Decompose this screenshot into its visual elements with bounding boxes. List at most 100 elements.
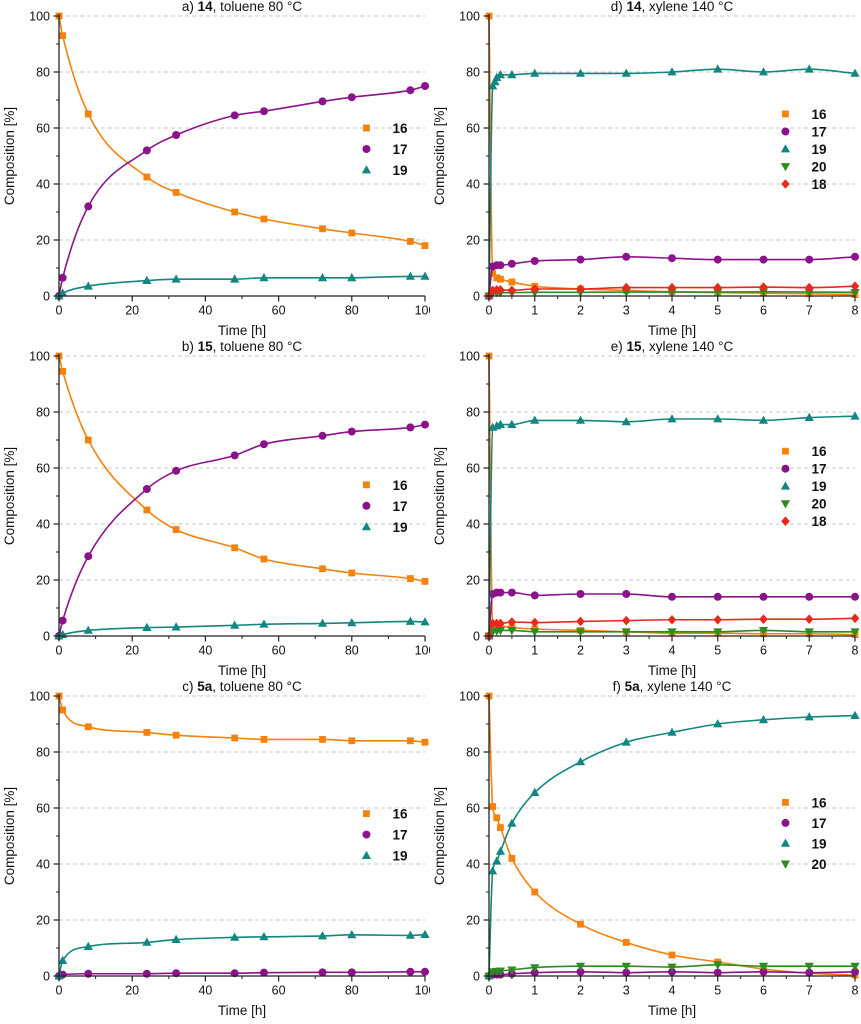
legend-label-17: 17	[392, 142, 407, 157]
y-tick-label: 0	[43, 970, 50, 984]
y-tick-label: 60	[466, 462, 480, 476]
series-20-markers	[484, 961, 860, 981]
series-19-markers	[484, 411, 860, 640]
y-tick-label: 0	[473, 970, 480, 984]
x-tick-label: 3	[623, 984, 630, 998]
y-tick-label: 20	[36, 914, 50, 928]
x-tick-label: 2	[577, 984, 584, 998]
x-tick-label: 8	[852, 644, 859, 658]
y-tick-label: 20	[466, 234, 480, 248]
legend-label-19: 19	[811, 479, 826, 494]
x-tick-label: 0	[486, 304, 493, 318]
legend: 16 17 19	[361, 121, 408, 178]
y-tick-label: 100	[459, 10, 480, 24]
y-axis-label: Composition [%]	[432, 107, 447, 205]
y-axis-label: Composition [%]	[2, 447, 17, 545]
series-17-line	[58, 423, 426, 637]
gridlines	[59, 15, 425, 241]
x-tick-label: 100	[415, 304, 430, 318]
x-axis-label: Time [h]	[218, 1003, 266, 1018]
x-tick-label: 80	[345, 304, 359, 318]
x-tick-label: 3	[623, 644, 630, 658]
series-19-markers	[54, 929, 430, 980]
y-tick-label: 80	[36, 746, 50, 760]
x-tick-label: 40	[198, 644, 212, 658]
legend-label-19: 19	[811, 836, 826, 851]
y-tick-label: 100	[29, 690, 50, 704]
y-axis-label: Composition [%]	[2, 107, 17, 205]
legend-label-16: 16	[392, 121, 408, 136]
y-tick-label: 60	[36, 802, 50, 816]
gridlines	[59, 355, 425, 581]
series-17-markers	[485, 588, 859, 640]
legend-label-17: 17	[392, 828, 407, 843]
series-19-line	[58, 275, 425, 297]
chart-title: d) 14, xylene 140 °C	[611, 0, 734, 14]
x-tick-label: 6	[760, 304, 767, 318]
x-tick-label: 7	[806, 984, 813, 998]
x-tick-label: 20	[125, 644, 139, 658]
series-17-markers	[55, 82, 429, 300]
series-16-line	[58, 15, 426, 247]
y-tick-label: 20	[36, 234, 50, 248]
series-19-markers	[484, 64, 860, 300]
x-tick-label: 80	[345, 984, 359, 998]
chart-title: f) 5a, xylene 140 °C	[613, 680, 732, 694]
y-tick-label: 80	[466, 746, 480, 760]
y-tick-label: 80	[36, 66, 50, 80]
x-tick-label: 8	[852, 304, 859, 318]
legend-label-17: 17	[811, 125, 826, 140]
x-tick-label: 3	[623, 304, 630, 318]
y-tick-label: 40	[466, 178, 480, 192]
legend: 16 17 19	[361, 807, 408, 864]
series-17-line	[58, 85, 426, 297]
gridlines	[489, 695, 855, 921]
legend-label-16: 16	[392, 807, 408, 822]
x-tick-label: 8	[852, 984, 859, 998]
x-axis-label: Time [h]	[648, 323, 696, 338]
gridlines	[59, 695, 425, 921]
x-tick-label: 40	[198, 304, 212, 318]
y-tick-label: 0	[473, 630, 480, 644]
y-tick-label: 0	[43, 630, 50, 644]
axes	[483, 694, 856, 982]
x-tick-label: 1	[531, 644, 538, 658]
x-tick-label: 5	[714, 644, 721, 658]
y-axis-label: Composition [%]	[432, 787, 447, 885]
legend-label-17: 17	[811, 462, 826, 477]
legend-label-18: 18	[811, 514, 827, 529]
legend-label-19: 19	[392, 520, 407, 535]
legend-label-16: 16	[811, 107, 827, 122]
x-tick-label: 4	[669, 644, 676, 658]
x-tick-label: 4	[669, 984, 676, 998]
x-tick-label: 1	[531, 984, 538, 998]
axes	[53, 14, 426, 302]
panel-d: 0 1 2 3 4 5 6 7 8 0 20 40 60 80 100 d) 14, xylene 140 °…	[430, 0, 861, 340]
series-16-line	[488, 695, 856, 976]
legend-label-20: 20	[811, 497, 826, 512]
x-tick-label: 7	[806, 304, 813, 318]
x-tick-label: 2	[577, 644, 584, 658]
legend-label-16: 16	[811, 444, 827, 459]
y-tick-label: 100	[29, 350, 50, 364]
series-19-markers	[54, 271, 430, 300]
series-16-line	[58, 355, 426, 583]
y-tick-label: 80	[36, 406, 50, 420]
x-tick-label: 6	[760, 984, 767, 998]
axes	[483, 354, 856, 642]
x-axis-label: Time [h]	[648, 663, 696, 678]
axes	[53, 694, 426, 982]
legend-label-19: 19	[392, 163, 407, 178]
x-tick-label: 60	[272, 984, 286, 998]
x-axis-label: Time [h]	[648, 1003, 696, 1018]
chart-title: a) 14, toluene 80 °C	[182, 0, 303, 14]
y-tick-label: 80	[466, 406, 480, 420]
y-tick-label: 100	[459, 350, 480, 364]
y-tick-label: 60	[36, 122, 50, 136]
y-tick-label: 60	[466, 802, 480, 816]
panel-f: 0 1 2 3 4 5 6 7 8 0 20 40 60 80 100 f) 5a, xylene 140 °…	[430, 680, 861, 1024]
legend-label-17: 17	[392, 499, 407, 514]
x-tick-label: 0	[486, 644, 493, 658]
y-axis-label: Composition [%]	[2, 787, 17, 885]
